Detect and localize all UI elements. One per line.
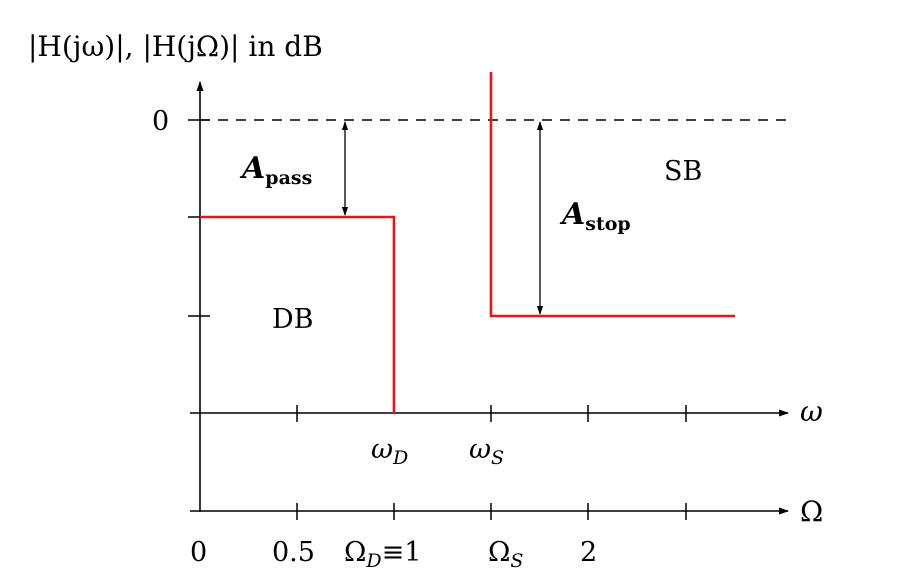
capital-omega-axis-ticks <box>296 503 687 520</box>
y-axis-label: |H(jω)|, |H(jΩ)| in dB <box>28 30 323 63</box>
omega-d-tick-label: ωD <box>371 434 408 469</box>
omega-axis-label: ω <box>800 395 823 428</box>
stopband-boundary <box>489 72 735 318</box>
capital-omega-axis-label: Ω <box>800 495 823 528</box>
omega-axis-ticks <box>296 405 687 422</box>
a-pass-label: Apass <box>239 151 312 189</box>
capital-omega-d-tick-label: ΩD≡1 <box>344 537 421 572</box>
omega-two-label: 2 <box>580 537 597 568</box>
omega-half-label: 0.5 <box>272 537 315 568</box>
y-zero-label: 0 <box>152 106 169 137</box>
capital-omega-s-tick-label: ΩS <box>488 537 523 572</box>
passband-region-label: DB <box>272 304 314 335</box>
a-stop-label: Astop <box>559 197 631 235</box>
stopband-region-label: SB <box>664 156 702 187</box>
omega-s-tick-label: ωS <box>469 434 504 469</box>
passband-boundary <box>200 215 396 413</box>
omega-zero-label: 0 <box>190 537 207 568</box>
